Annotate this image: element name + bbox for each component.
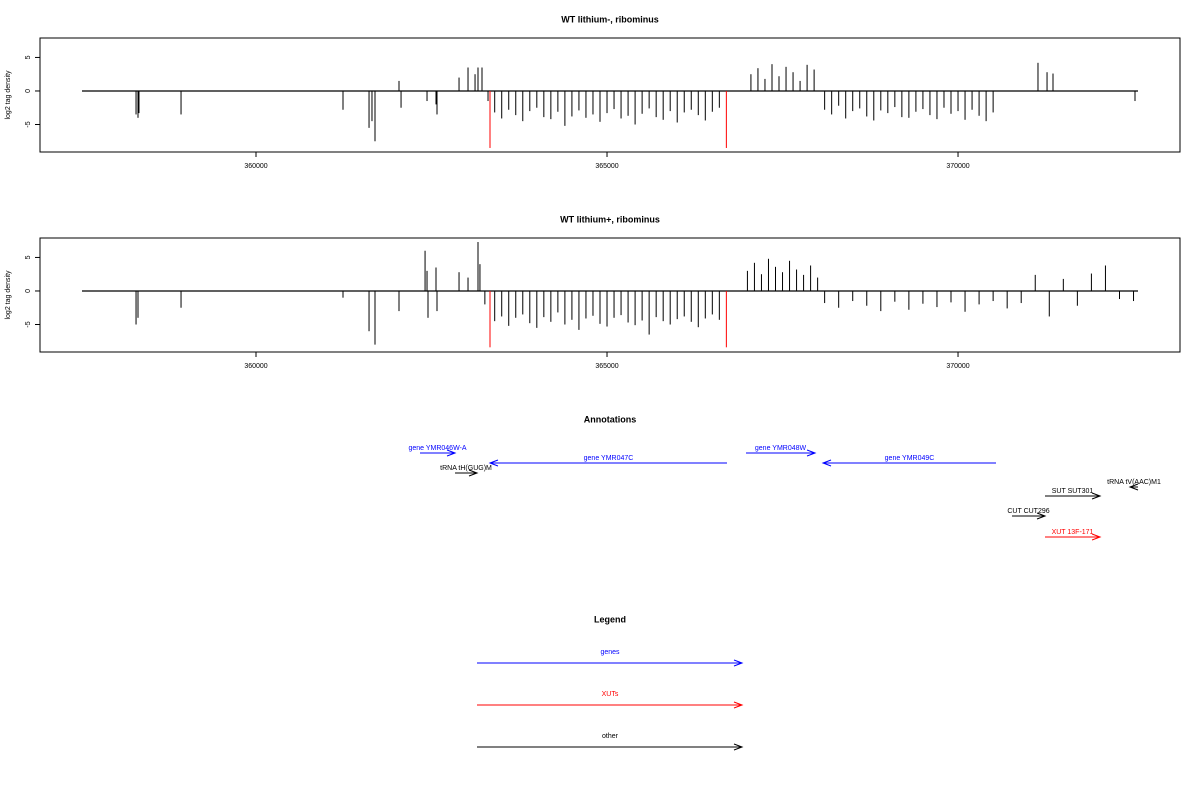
legend-arrow — [477, 659, 744, 667]
y-tick-label: -5 — [25, 121, 32, 127]
feature-arrow — [1045, 533, 1102, 541]
feature-arrow — [488, 459, 727, 467]
y-tick-label: 5 — [25, 55, 32, 59]
legend-label: other — [602, 733, 619, 740]
x-tick-label: 365000 — [595, 163, 618, 170]
arrow-head — [468, 469, 479, 477]
feature-arrow — [821, 459, 997, 467]
y-tick-label: 5 — [25, 255, 32, 259]
y-axis-label: log2 tag density — [5, 70, 12, 120]
annotations-title: Annotations — [584, 414, 637, 424]
legend-title: Legend — [594, 614, 626, 624]
x-tick-label: 360000 — [244, 363, 267, 370]
x-tick-label: 365000 — [595, 363, 618, 370]
feature-arrow — [746, 449, 817, 457]
x-tick-label: 370000 — [946, 363, 969, 370]
legend-label: genes — [600, 649, 620, 656]
legend-arrow — [477, 701, 744, 709]
feature-label: gene YMR048W — [755, 445, 807, 452]
arrow-head — [821, 459, 832, 467]
feature-label: gene YMR047C — [584, 455, 634, 462]
legend-arrow — [477, 743, 744, 751]
arrow-head — [488, 459, 499, 467]
feature-label: tRNA tV(AAC)M1 — [1107, 479, 1161, 486]
feature-label: XUT 13F-171 — [1052, 529, 1094, 536]
y-tick-label: -5 — [25, 321, 32, 327]
feature-label: tRNA tH(GUG)M — [440, 465, 492, 472]
plot-frame — [39, 237, 1181, 353]
y-tick-label: 0 — [25, 289, 32, 293]
feature-arrow — [455, 469, 479, 477]
legend-label: XUTs — [602, 691, 619, 698]
x-tick-label: 370000 — [946, 163, 969, 170]
feature-label: gene YMR046W-A — [408, 445, 466, 452]
arrow-head — [1091, 492, 1102, 500]
feature-arrow — [420, 449, 457, 457]
arrow-head — [1091, 533, 1102, 541]
feature-label: CUT CUT296 — [1007, 508, 1049, 515]
plot-frame — [39, 37, 1181, 153]
arrow-head — [733, 659, 744, 667]
chart-title: WT lithium-, ribominus — [561, 14, 659, 24]
chart-title: WT lithium+, ribominus — [560, 214, 660, 224]
arrow-head — [1128, 483, 1139, 491]
arrow-head — [1036, 512, 1047, 520]
feature-arrow — [1045, 492, 1102, 500]
x-tick-label: 360000 — [244, 163, 267, 170]
arrow-head — [733, 701, 744, 709]
feature-label: gene YMR049C — [885, 455, 935, 462]
feature-arrow — [1012, 512, 1047, 520]
y-tick-label: 0 — [25, 89, 32, 93]
arrow-head — [806, 449, 817, 457]
y-axis-label: log2 tag density — [5, 270, 12, 320]
arrow-head — [733, 743, 744, 751]
arrow-head — [446, 449, 457, 457]
feature-label: SUT SUT301 — [1052, 488, 1094, 495]
feature-arrow — [1128, 483, 1139, 491]
